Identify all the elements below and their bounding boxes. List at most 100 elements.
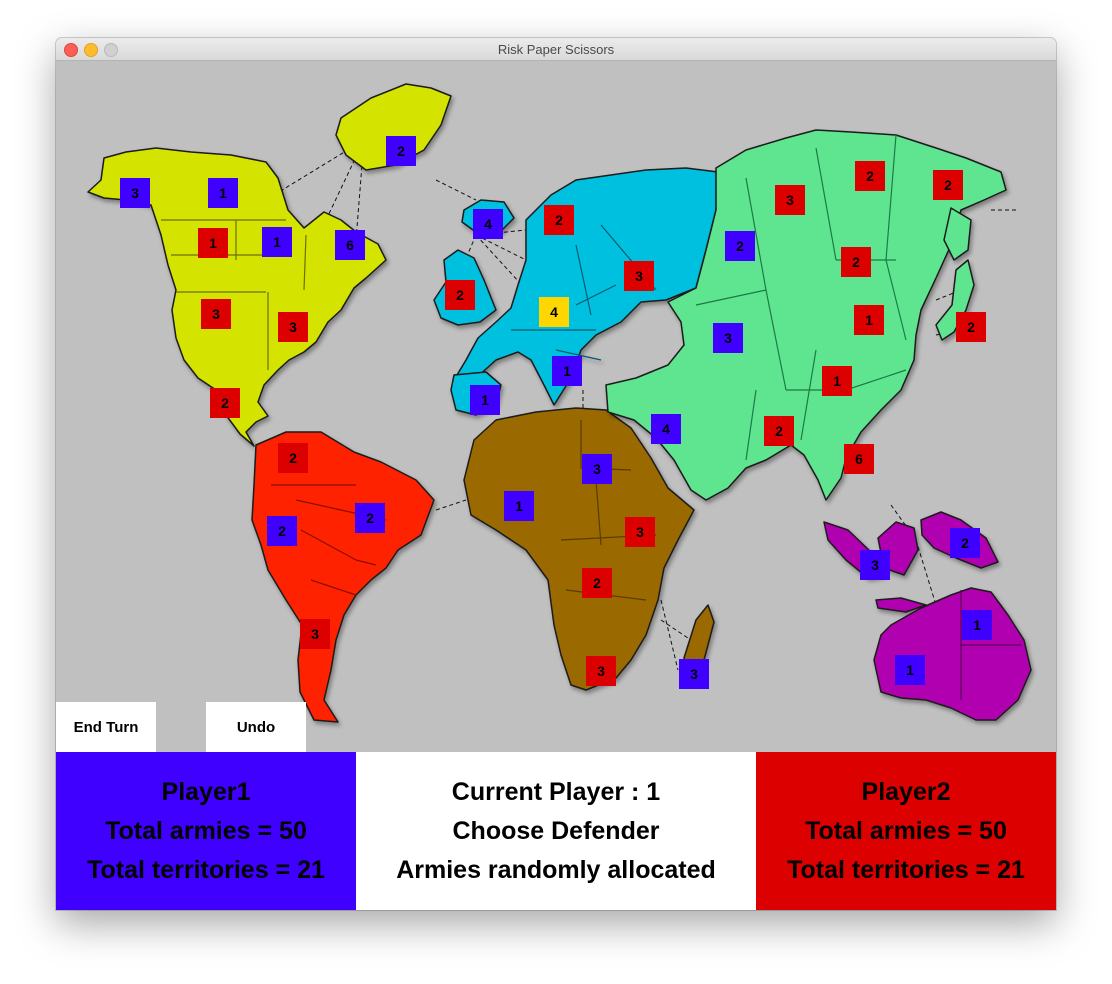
territory-kamchatka[interactable]: 2 bbox=[933, 170, 963, 200]
army-counter-box[interactable] bbox=[539, 297, 569, 327]
player1-territories: Total territories = 21 bbox=[87, 855, 325, 884]
army-counter-box[interactable] bbox=[473, 209, 503, 239]
territory-quebec[interactable]: 6 bbox=[335, 230, 365, 260]
territory-alberta[interactable]: 1 bbox=[198, 228, 228, 258]
territory-afghanistan[interactable]: 3 bbox=[713, 323, 743, 353]
territory-western-us[interactable]: 3 bbox=[201, 299, 231, 329]
army-counter-box[interactable] bbox=[582, 454, 612, 484]
army-counter-box[interactable] bbox=[624, 261, 654, 291]
army-counter-box[interactable] bbox=[504, 491, 534, 521]
territory-china[interactable]: 1 bbox=[822, 366, 852, 396]
territory-madagascar[interactable]: 3 bbox=[679, 659, 709, 689]
army-counter-box[interactable] bbox=[725, 231, 755, 261]
territory-great-britain[interactable]: 2 bbox=[445, 280, 475, 310]
undo-button[interactable]: Undo bbox=[206, 702, 306, 752]
territory-southern-europe[interactable]: 1 bbox=[552, 356, 582, 386]
territory-irkutsk[interactable]: 2 bbox=[841, 247, 871, 277]
army-counter-box[interactable] bbox=[470, 385, 500, 415]
territory-eastern-australia[interactable]: 1 bbox=[962, 610, 992, 640]
army-counter-box[interactable] bbox=[713, 323, 743, 353]
army-counter-box[interactable] bbox=[355, 503, 385, 533]
army-counter-box[interactable] bbox=[582, 568, 612, 598]
army-counter-box[interactable] bbox=[544, 205, 574, 235]
north-america[interactable] bbox=[87, 83, 452, 447]
territory-northwest-territory[interactable]: 1 bbox=[208, 178, 238, 208]
territory-east-africa[interactable]: 3 bbox=[625, 517, 655, 547]
end-turn-button[interactable]: End Turn bbox=[56, 702, 156, 752]
army-counter-box[interactable] bbox=[386, 136, 416, 166]
army-count-label: 2 bbox=[278, 523, 286, 539]
territory-new-guinea[interactable]: 2 bbox=[950, 528, 980, 558]
territory-yakutsk[interactable]: 2 bbox=[855, 161, 885, 191]
territory-india[interactable]: 2 bbox=[764, 416, 794, 446]
army-counter-box[interactable] bbox=[860, 550, 890, 580]
territory-brazil[interactable]: 2 bbox=[355, 503, 385, 533]
territory-north-africa[interactable]: 1 bbox=[504, 491, 534, 521]
territory-argentina[interactable]: 3 bbox=[300, 619, 330, 649]
territory-middle-east[interactable]: 4 bbox=[651, 414, 681, 444]
territory-egypt[interactable]: 3 bbox=[582, 454, 612, 484]
territory-greenland[interactable]: 2 bbox=[386, 136, 416, 166]
army-counter-box[interactable] bbox=[278, 443, 308, 473]
territory-iceland[interactable]: 4 bbox=[473, 209, 503, 239]
army-counter-box[interactable] bbox=[844, 444, 874, 474]
australia[interactable] bbox=[823, 511, 1032, 721]
army-counter-box[interactable] bbox=[201, 299, 231, 329]
army-counter-box[interactable] bbox=[445, 280, 475, 310]
army-counter-box[interactable] bbox=[822, 366, 852, 396]
army-counter-box[interactable] bbox=[855, 161, 885, 191]
territory-western-europe[interactable]: 1 bbox=[470, 385, 500, 415]
minimize-window-button[interactable] bbox=[84, 43, 98, 57]
army-counter-box[interactable] bbox=[120, 178, 150, 208]
army-counter-box[interactable] bbox=[841, 247, 871, 277]
army-counter-box[interactable] bbox=[854, 305, 884, 335]
territory-venezuela[interactable]: 2 bbox=[278, 443, 308, 473]
territory-scandinavia[interactable]: 2 bbox=[544, 205, 574, 235]
territory-northern-europe[interactable]: 4 bbox=[539, 297, 569, 327]
zoom-window-button[interactable] bbox=[104, 43, 118, 57]
territory-siberia[interactable]: 3 bbox=[775, 185, 805, 215]
army-counter-box[interactable] bbox=[208, 178, 238, 208]
army-counter-box[interactable] bbox=[625, 517, 655, 547]
army-counter-box[interactable] bbox=[586, 656, 616, 686]
army-counter-box[interactable] bbox=[764, 416, 794, 446]
world-map[interactable]: 3 1 2 1 1 6 3 3 2 2 2 2 3 4 2 2 4 3 1 1 1 3 3 2 3 3 2 3 2 2 2 1 2 3 1 4 2 6 3 2… bbox=[56, 60, 1056, 752]
army-counter-box[interactable] bbox=[933, 170, 963, 200]
territory-peru[interactable]: 2 bbox=[267, 516, 297, 546]
army-counter-box[interactable] bbox=[552, 356, 582, 386]
army-count-label: 2 bbox=[852, 254, 860, 270]
territory-ontario[interactable]: 1 bbox=[262, 227, 292, 257]
army-count-label: 2 bbox=[397, 143, 405, 159]
army-counter-box[interactable] bbox=[262, 227, 292, 257]
territory-siam[interactable]: 6 bbox=[844, 444, 874, 474]
army-counter-box[interactable] bbox=[895, 655, 925, 685]
territory-alaska[interactable]: 3 bbox=[120, 178, 150, 208]
army-counter-box[interactable] bbox=[335, 230, 365, 260]
army-counter-box[interactable] bbox=[950, 528, 980, 558]
territory-ukraine[interactable]: 3 bbox=[624, 261, 654, 291]
army-counter-box[interactable] bbox=[210, 388, 240, 418]
window-title: Risk Paper Scissors bbox=[497, 42, 615, 57]
army-counters[interactable]: 3 1 2 1 1 6 3 3 2 2 2 2 3 4 2 2 4 3 1 1 1 3 3 2 3 3 2 3 2 2 2 1 2 3 1 4 2 6 3 2… bbox=[120, 136, 992, 689]
army-counter-box[interactable] bbox=[679, 659, 709, 689]
army-counter-box[interactable] bbox=[956, 312, 986, 342]
territory-indonesia[interactable]: 3 bbox=[860, 550, 890, 580]
territory-western-australia[interactable]: 1 bbox=[895, 655, 925, 685]
army-count-label: 3 bbox=[871, 557, 879, 573]
army-counter-box[interactable] bbox=[267, 516, 297, 546]
territory-congo[interactable]: 2 bbox=[582, 568, 612, 598]
close-window-button[interactable] bbox=[64, 43, 78, 57]
territory-ural[interactable]: 2 bbox=[725, 231, 755, 261]
army-counter-box[interactable] bbox=[962, 610, 992, 640]
territory-central-america[interactable]: 2 bbox=[210, 388, 240, 418]
territory-japan[interactable]: 2 bbox=[956, 312, 986, 342]
army-counter-box[interactable] bbox=[775, 185, 805, 215]
territory-eastern-us[interactable]: 3 bbox=[278, 312, 308, 342]
army-counter-box[interactable] bbox=[300, 619, 330, 649]
territory-south-africa[interactable]: 3 bbox=[586, 656, 616, 686]
army-counter-box[interactable] bbox=[651, 414, 681, 444]
territory-mongolia[interactable]: 1 bbox=[854, 305, 884, 335]
south-america[interactable] bbox=[251, 431, 435, 723]
army-counter-box[interactable] bbox=[198, 228, 228, 258]
army-counter-box[interactable] bbox=[278, 312, 308, 342]
